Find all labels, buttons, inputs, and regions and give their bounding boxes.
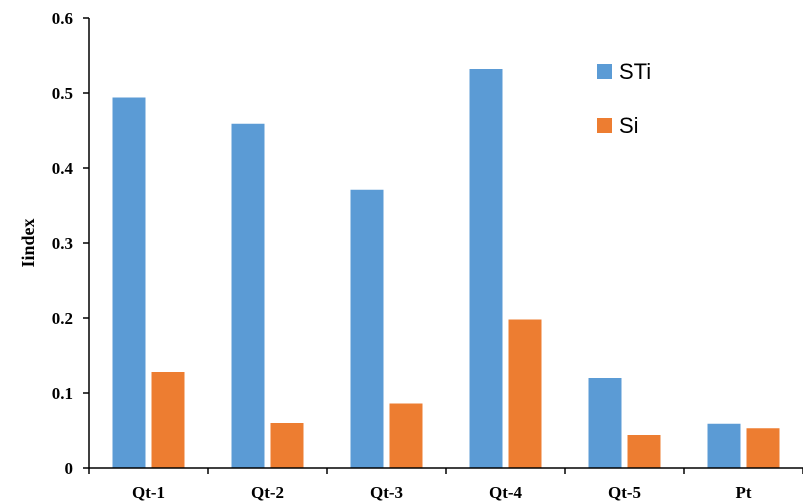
legend: STi Si: [597, 59, 651, 138]
bar-si-qt-4: [508, 319, 542, 468]
bar-si-qt-2: [270, 423, 304, 468]
x-tick-label: Qt-5: [608, 483, 641, 502]
legend-swatch-si: [597, 118, 612, 133]
x-tick-label: Pt: [735, 483, 751, 502]
bar-si-qt-5: [627, 435, 661, 468]
bar-sti-qt-4: [469, 69, 503, 468]
legend-swatch-sti: [597, 64, 612, 79]
x-tick-label: Qt-4: [489, 483, 523, 502]
bar-si-qt-3: [389, 403, 423, 468]
y-tick-label: 0: [65, 459, 74, 478]
bar-si-pt: [746, 428, 780, 468]
bar-sti-qt-2: [231, 123, 265, 468]
y-tick-label: 0.2: [52, 309, 73, 328]
x-tick-label: Qt-3: [370, 483, 403, 502]
legend-label-sti: STi: [619, 59, 651, 84]
y-tick-label: 0.6: [52, 9, 73, 28]
plot-area: [112, 69, 780, 468]
x-tick-label: Qt-2: [251, 483, 284, 502]
legend-label-si: Si: [619, 113, 639, 138]
y-tick-label: 0.3: [52, 234, 73, 253]
x-axis-ticks: Qt-1 Qt-2 Qt-3 Qt-4 Qt-5 Pt: [88, 468, 803, 502]
y-axis-ticks: 0 0.1 0.2 0.3 0.4 0.5 0.6: [52, 9, 89, 478]
y-tick-label: 0.4: [52, 159, 74, 178]
bar-si-qt-1: [151, 372, 185, 468]
x-tick-label: Qt-1: [132, 483, 165, 502]
y-axis-title: Iindex: [18, 218, 38, 267]
y-tick-label: 0.5: [52, 84, 73, 103]
bar-sti-qt-5: [588, 378, 622, 468]
bar-sti-pt: [707, 423, 741, 468]
y-tick-label: 0.1: [52, 384, 73, 403]
bar-sti-qt-1: [112, 97, 146, 468]
bar-sti-qt-3: [350, 189, 384, 468]
